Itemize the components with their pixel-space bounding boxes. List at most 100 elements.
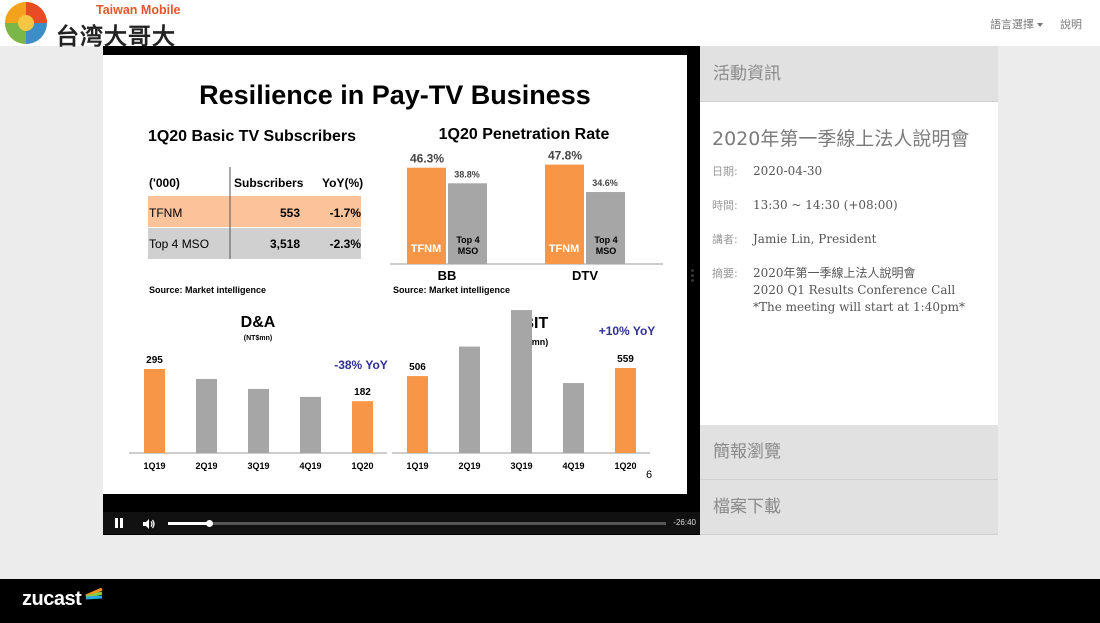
penetration-title: 1Q20 Penetration Rate — [439, 126, 610, 143]
subscribers-title: 1Q20 Basic TV Subscribers — [148, 128, 356, 145]
ebit-chart-tick-label: 4Q19 — [562, 461, 584, 471]
speaker-label: 講者: — [712, 233, 738, 246]
video-player[interactable]: Resilience in Pay-TV Business 1Q20 Basic… — [103, 46, 700, 535]
dot-icon — [691, 279, 694, 282]
tab-slides-browse[interactable]: 簡報瀏覽 — [700, 425, 998, 480]
slide-title: Resilience in Pay-TV Business — [199, 80, 591, 110]
penetration-series-label: Top 4 — [594, 235, 617, 245]
penetration-value-label: 46.3% — [410, 152, 444, 166]
penetration-series-label: MSO — [458, 246, 479, 256]
da-chart-tick-label: 1Q19 — [143, 461, 165, 471]
event-summary: 2020年第一季線上法人說明會 2020 Q1 Results Conferen… — [753, 265, 986, 316]
da-chart-value-label: 182 — [354, 387, 371, 398]
slide-page-number: 6 — [646, 469, 652, 481]
table-row-mso-bg — [148, 228, 361, 259]
taiwan-mobile-logo[interactable]: Taiwan Mobile 台湾大哥大 — [4, 1, 194, 50]
penetration-bar — [448, 183, 487, 264]
seek-handle[interactable] — [206, 520, 214, 527]
event-time: 13:30 ~ 14:30 (+08:00) — [753, 198, 898, 212]
ebit-chart-bar — [511, 310, 532, 453]
da-title: D&A — [241, 314, 276, 331]
event-date-row: 日期: 2020-04-30 — [712, 163, 986, 180]
language-menu-label: 語言選擇 — [989, 19, 1034, 31]
seek-bar[interactable] — [168, 520, 666, 527]
pause-icon — [115, 518, 118, 528]
event-speaker: Jamie Lin, President — [753, 232, 877, 246]
language-menu[interactable]: 語言選擇 — [976, 19, 1043, 31]
da-chart-bar — [352, 401, 373, 453]
ebit-chart-tick-label: 2Q19 — [458, 461, 480, 471]
panel-resize-handle[interactable] — [691, 269, 694, 283]
penetration-bar — [407, 167, 446, 264]
dot-icon — [691, 269, 694, 272]
da-annotation: -38% YoY — [334, 358, 388, 372]
tab-file-download[interactable]: 檔案下載 — [700, 480, 998, 535]
penetration-bar — [545, 164, 584, 264]
ebit-chart-tick-label: 1Q20 — [614, 461, 636, 471]
penetration-category-label: DTV — [572, 268, 598, 283]
slide-canvas: Resilience in Pay-TV Business 1Q20 Basic… — [129, 80, 663, 481]
speaker-icon — [143, 519, 155, 529]
ebit-chart-value-label: 559 — [617, 354, 634, 365]
da-unit: (NT$mn) — [244, 335, 272, 342]
logo-english-text: Taiwan Mobile — [96, 3, 181, 17]
da-chart-bar — [144, 369, 165, 453]
table-row-tfnm-bg — [148, 196, 361, 227]
zucast-mark-icon — [85, 587, 103, 600]
summary-line-3: *The meeting will start at 1:40pm* — [753, 300, 966, 314]
da-chart-bar — [196, 378, 217, 453]
event-info-body: 2020年第一季線上法人說明會 日期: 2020-04-30 時間: 13:30… — [700, 102, 998, 425]
penetration-series-label: TFNM — [549, 243, 580, 255]
ebit-annotation: +10% YoY — [599, 324, 656, 338]
ebit-chart: 506 1Q19 2Q19 3Q19 4Q19 559 1Q20 — [392, 310, 650, 471]
penetration-value-label: 38.8% — [454, 169, 480, 179]
penetration-series-label: MSO — [596, 246, 617, 256]
help-link[interactable]: 說明 — [1060, 19, 1082, 31]
table-row-mso-name: Top 4 MSO — [149, 237, 209, 251]
penetration-series-label: TFNM — [411, 243, 442, 255]
pause-icon-bar — [120, 518, 123, 528]
pause-button[interactable] — [115, 518, 125, 528]
summary-line-1: 2020年第一季線上法人說明會 — [753, 266, 916, 280]
chevron-down-icon — [1036, 23, 1043, 28]
top-nav: 語言選擇 說明 — [962, 16, 1082, 32]
ebit-chart-bar — [563, 383, 584, 453]
tab-event-info[interactable]: 活動資訊 — [700, 46, 998, 102]
ebit-chart-value-label: 506 — [409, 362, 426, 373]
penetration-source: Source: Market intelligence — [393, 285, 510, 295]
logo-chinese-text: 台湾大哥大 — [56, 24, 176, 50]
date-label: 日期: — [712, 165, 738, 178]
side-panel: 活動資訊 2020年第一季線上法人說明會 日期: 2020-04-30 時間: … — [700, 46, 998, 535]
dot-icon — [691, 274, 694, 277]
ebit-chart-tick-label: 1Q19 — [406, 461, 428, 471]
summary-label: 摘要: — [712, 267, 738, 280]
penetration-series-label: Top 4 — [456, 235, 479, 245]
da-chart-value-label: 295 — [146, 355, 163, 366]
seek-progress — [168, 522, 210, 525]
table-row-tfnm-name: TFNM — [149, 206, 182, 220]
table-row-mso-subs: 3,518 — [270, 237, 300, 251]
footer: zucast — [0, 579, 1100, 623]
ebit-chart-bar — [615, 368, 636, 453]
table-header-unit: ('000) — [149, 176, 180, 190]
top-bar: Taiwan Mobile 台湾大哥大 語言選擇 說明 — [0, 0, 1100, 50]
penetration-bar — [586, 192, 625, 264]
da-chart-bar — [248, 388, 269, 453]
volume-button[interactable] — [142, 517, 156, 529]
time-label: 時間: — [712, 199, 738, 212]
slide-image: Resilience in Pay-TV Business 1Q20 Basic… — [103, 55, 687, 494]
da-chart: 295 1Q19 2Q19 3Q19 4Q19 182 1Q20 — [129, 355, 387, 471]
zucast-logo[interactable]: zucast — [22, 587, 104, 611]
ebit-chart-bar — [407, 376, 428, 453]
da-chart-tick-label: 4Q19 — [299, 461, 321, 471]
da-chart-bar — [300, 396, 321, 453]
ebit-chart-tick-label: 3Q19 — [510, 461, 532, 471]
table-header-yoy: YoY(%) — [322, 176, 363, 190]
da-chart-tick-label: 2Q19 — [195, 461, 217, 471]
table-row-tfnm-yoy: -1.7% — [330, 206, 362, 220]
event-summary-row: 摘要: 2020年第一季線上法人說明會 2020 Q1 Results Conf… — [712, 265, 986, 316]
subscribers-source: Source: Market intelligence — [149, 285, 266, 295]
event-time-row: 時間: 13:30 ~ 14:30 (+08:00) — [712, 197, 986, 214]
table-header-subs: Subscribers — [234, 176, 304, 190]
summary-line-2: 2020 Q1 Results Conference Call — [753, 283, 956, 297]
